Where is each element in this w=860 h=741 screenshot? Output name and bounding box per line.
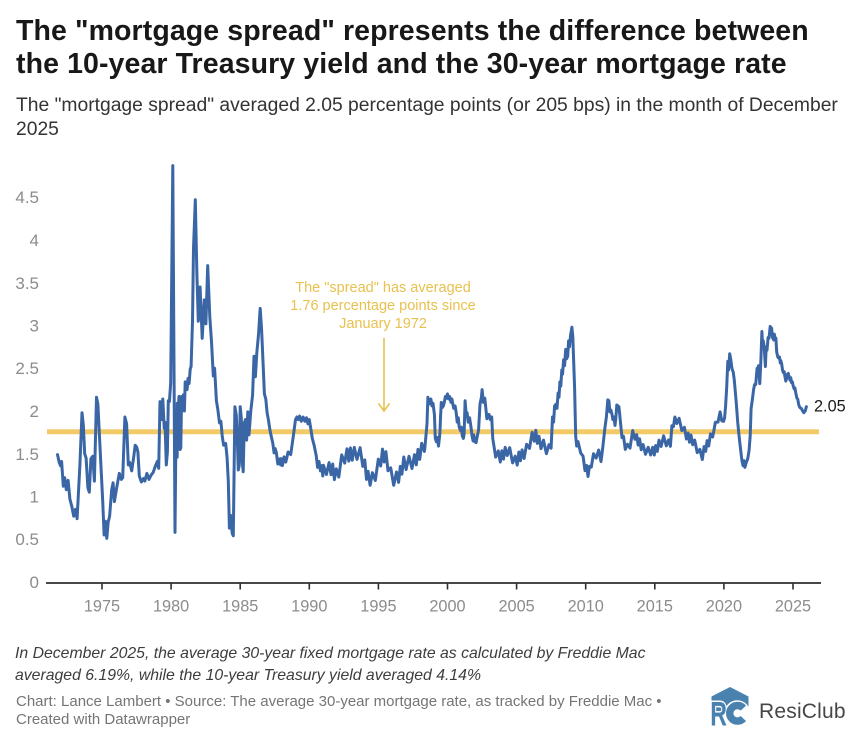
svg-text:2.5: 2.5 (15, 359, 39, 378)
svg-text:4: 4 (30, 231, 39, 250)
svg-text:0.5: 0.5 (15, 530, 39, 549)
svg-text:4.5: 4.5 (15, 188, 39, 207)
svg-text:2: 2 (30, 402, 39, 421)
svg-text:1975: 1975 (84, 598, 120, 616)
svg-text:2.05: 2.05 (814, 398, 846, 416)
svg-text:2005: 2005 (498, 598, 534, 616)
svg-text:0: 0 (30, 573, 39, 592)
svg-text:The "spread" has averaged: The "spread" has averaged (295, 280, 471, 296)
svg-text:1985: 1985 (222, 598, 258, 616)
svg-text:2025: 2025 (775, 598, 811, 616)
svg-text:January 1972: January 1972 (339, 316, 427, 332)
svg-text:3: 3 (30, 317, 39, 336)
svg-text:2010: 2010 (568, 598, 604, 616)
svg-text:1: 1 (30, 488, 39, 507)
svg-text:R: R (710, 696, 727, 733)
svg-text:1980: 1980 (153, 598, 189, 616)
svg-text:1.5: 1.5 (15, 445, 39, 464)
svg-text:1990: 1990 (291, 598, 327, 616)
svg-text:2015: 2015 (637, 598, 673, 616)
svg-text:3.5: 3.5 (15, 274, 39, 293)
svg-text:1.76 percentage points since: 1.76 percentage points since (290, 298, 475, 314)
svg-text:2000: 2000 (429, 598, 465, 616)
svg-text:ResiClub: ResiClub (759, 700, 846, 723)
svg-text:2020: 2020 (706, 598, 742, 616)
svg-text:1995: 1995 (360, 598, 396, 616)
